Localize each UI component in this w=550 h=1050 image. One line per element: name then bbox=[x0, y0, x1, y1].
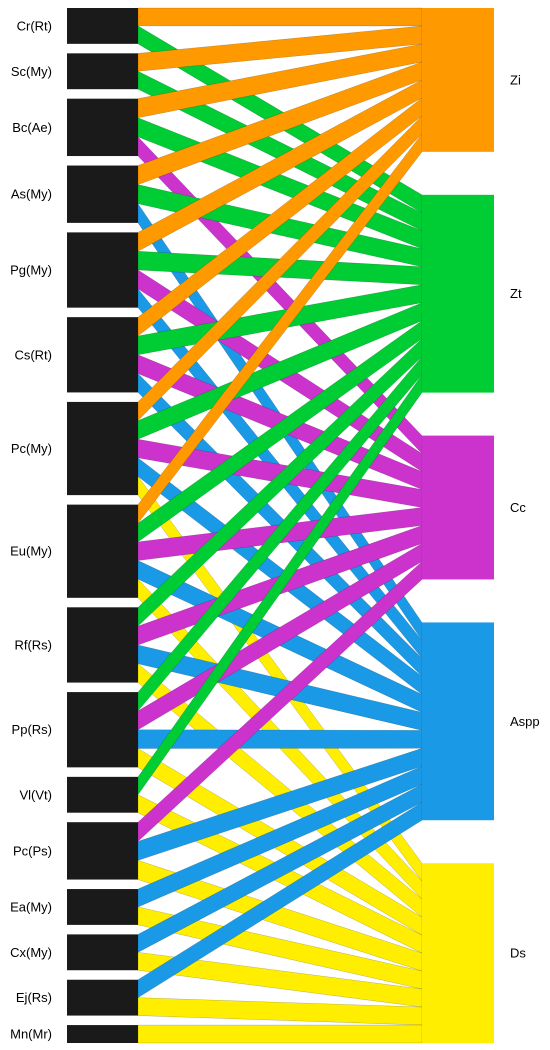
left-node-label-pg-my: Pg(My) bbox=[10, 263, 52, 278]
left-node-cr-rt bbox=[67, 8, 138, 44]
left-node-rf-rs bbox=[67, 607, 138, 683]
left-node-vl-vt bbox=[67, 776, 138, 813]
right-node-cc bbox=[422, 435, 494, 580]
right-node-zt bbox=[422, 194, 494, 393]
right-node-ds bbox=[422, 863, 494, 1043]
left-node-label-eu-my: Eu(My) bbox=[10, 544, 52, 559]
left-node-cx-my bbox=[67, 934, 138, 971]
right-node-aspp bbox=[422, 622, 494, 821]
left-node-mn-mr bbox=[67, 1025, 138, 1043]
left-node-label-pp-rs: Pp(Rs) bbox=[12, 722, 52, 737]
link-ej-rs-to-ds bbox=[137, 997, 423, 1026]
left-nodes-layer bbox=[67, 8, 138, 1043]
left-node-pc-ps bbox=[67, 822, 138, 880]
left-node-label-vl-vt: Vl(Vt) bbox=[20, 787, 53, 802]
left-node-pp-rs bbox=[67, 692, 138, 768]
left-node-cs-rt bbox=[67, 317, 138, 393]
left-node-label-bc-ae: Bc(Ae) bbox=[12, 120, 52, 135]
left-node-label-as-my: As(My) bbox=[11, 187, 52, 202]
left-node-pc-my bbox=[67, 401, 138, 496]
left-node-bc-ae bbox=[67, 98, 138, 157]
right-node-label-zt: Zt bbox=[510, 286, 522, 301]
left-node-label-rf-rs: Rf(Rs) bbox=[14, 637, 52, 652]
right-node-label-cc: Cc bbox=[510, 500, 526, 515]
left-node-label-ej-rs: Ej(Rs) bbox=[16, 990, 52, 1005]
left-node-eu-my bbox=[67, 504, 138, 598]
left-node-pg-my bbox=[67, 232, 138, 308]
links-layer bbox=[137, 7, 423, 1044]
left-node-ej-rs bbox=[67, 979, 138, 1016]
left-node-label-pc-my: Pc(My) bbox=[11, 441, 52, 456]
right-nodes-layer bbox=[422, 8, 494, 1043]
right-node-label-aspp: Aspp bbox=[510, 714, 540, 729]
labels-layer: Cr(Rt) Sc(My) Bc(Ae) As(My) Pg(My) Cs(Rt) Pc(M… bbox=[10, 18, 540, 1041]
left-node-label-cs-rt: Cs(Rt) bbox=[14, 347, 52, 362]
left-node-label-pc-ps: Pc(Ps) bbox=[13, 843, 52, 858]
left-node-label-sc-my: Sc(My) bbox=[11, 64, 52, 79]
left-node-ea-my bbox=[67, 889, 138, 925]
right-node-zi bbox=[422, 8, 494, 152]
left-node-sc-my bbox=[67, 53, 138, 90]
left-node-label-cx-my: Cx(My) bbox=[10, 945, 52, 960]
left-node-label-mn-mr: Mn(Mr) bbox=[10, 1027, 52, 1042]
left-node-label-cr-rt: Cr(Rt) bbox=[17, 18, 52, 33]
link-cr-rt-to-zi bbox=[137, 7, 423, 27]
left-node-as-my bbox=[67, 165, 138, 223]
link-mn-mr-to-ds bbox=[137, 1024, 423, 1044]
right-node-label-zi: Zi bbox=[510, 72, 521, 87]
right-node-label-ds: Ds bbox=[510, 946, 526, 961]
left-node-label-ea-my: Ea(My) bbox=[10, 899, 52, 914]
